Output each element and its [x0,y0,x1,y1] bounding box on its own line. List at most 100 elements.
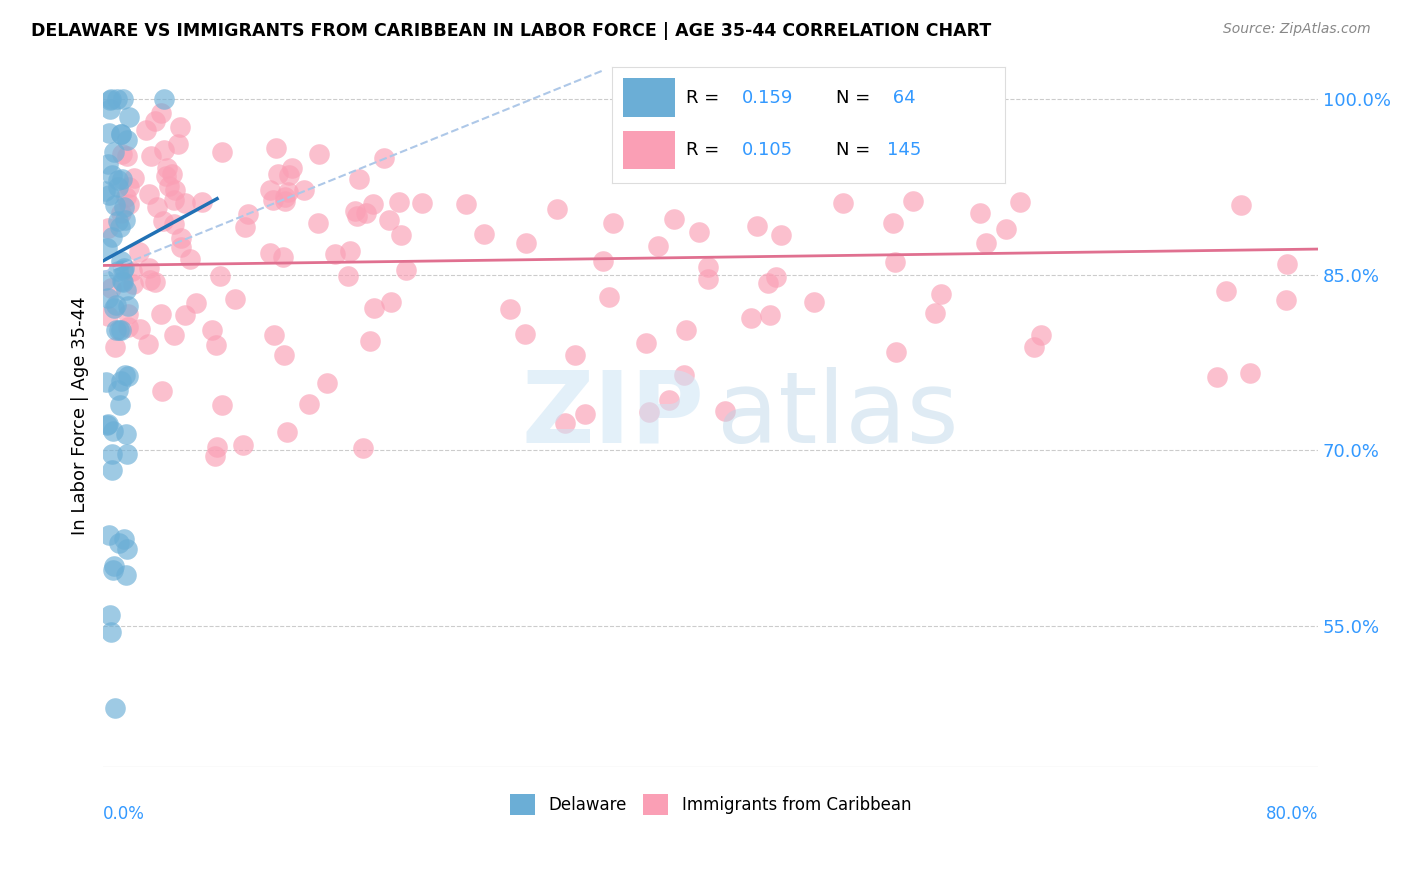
Point [143,275,166,289]
Point [169,120,191,135]
Point [298,397,321,411]
Point [373,151,395,165]
Point [1029,328,1052,343]
Point [191,194,214,209]
Point [347,171,370,186]
Point [100,624,122,639]
Point [209,268,232,283]
Point [211,145,233,160]
Point [740,311,762,326]
Point [112,532,135,546]
Point [150,384,173,398]
Point [277,185,299,199]
Point [339,244,361,258]
Point [107,180,129,194]
Point [274,194,297,209]
Point [97,291,120,305]
Point [143,114,166,128]
Point [121,264,143,278]
Point [163,183,186,197]
Point [107,535,129,549]
Point [204,449,226,463]
Point [882,216,904,230]
Point [513,326,536,341]
Point [602,216,624,230]
Point [343,203,366,218]
Point [211,398,233,412]
Point [1275,257,1298,271]
Point [803,294,825,309]
Point [378,213,401,227]
Point [554,416,576,430]
Point [273,348,295,362]
Text: 80.0%: 80.0% [1265,805,1319,823]
Point [105,92,128,106]
Point [94,184,117,198]
Point [136,337,159,351]
Point [97,310,120,324]
Point [104,340,127,354]
Point [139,273,162,287]
Point [598,290,620,304]
Point [380,295,402,310]
Point [170,231,193,245]
Point [114,368,136,382]
Point [976,236,998,251]
Point [411,195,433,210]
Point [205,338,228,352]
Point [97,156,120,170]
Point [1010,194,1032,209]
Point [995,222,1018,236]
Point [115,447,138,461]
Point [638,405,661,419]
Point [107,264,129,278]
Point [98,188,121,202]
Point [1275,293,1298,308]
Point [224,292,246,306]
Point [969,206,991,220]
Point [100,92,122,106]
Point [110,127,132,141]
Point [101,463,124,477]
Point [205,440,228,454]
Point [101,169,124,183]
Point [389,228,412,243]
Text: N =: N = [837,141,876,159]
Point [238,207,260,221]
Point [110,254,132,268]
Point [163,218,186,232]
Point [574,407,596,421]
Point [150,106,173,120]
Point [759,308,782,322]
Point [100,102,122,116]
Point [149,307,172,321]
Point [100,281,122,295]
Text: Source: ZipAtlas.com: Source: ZipAtlas.com [1223,22,1371,37]
Point [135,123,157,137]
Point [363,301,385,315]
Point [97,528,120,542]
Point [292,182,315,196]
Point [122,170,145,185]
Bar [623,78,675,117]
Point [152,143,174,157]
Point [170,240,193,254]
Point [104,323,127,337]
Point [264,141,287,155]
Point [98,607,121,622]
Point [157,178,180,193]
Text: 0.0%: 0.0% [103,805,145,823]
Point [101,424,124,438]
Point [117,149,139,163]
Point [112,200,135,214]
Point [122,277,145,291]
Point [454,197,477,211]
Point [98,94,121,108]
Point [111,92,134,106]
Text: 64: 64 [887,88,915,107]
Point [103,559,125,574]
Point [499,302,522,317]
Bar [623,130,675,169]
Point [675,323,697,337]
Text: 0.159: 0.159 [741,88,793,107]
